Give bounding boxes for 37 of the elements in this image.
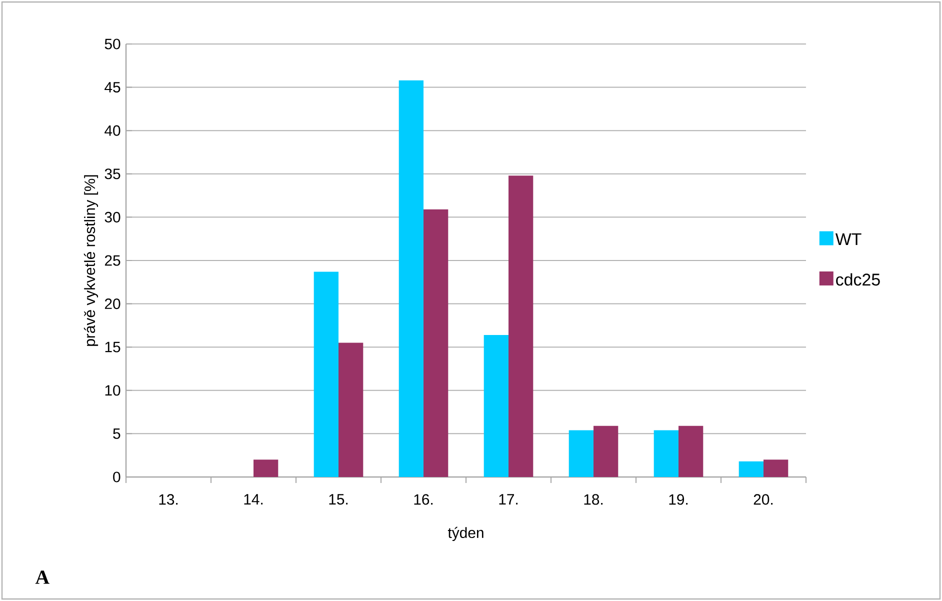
x-tick-label: 14. [244,494,263,504]
y-tick-label: 20 [104,298,120,310]
y-tick-label: 30 [104,212,120,222]
y-tick-label: 0 [113,472,120,482]
bar [484,334,509,477]
y-tick-label: 5 [113,428,120,439]
bar [314,272,339,477]
y-tick-label: 40 [104,125,120,136]
bar [568,430,594,477]
legend-label: WT [835,233,862,245]
bar [424,209,448,477]
y-tick-label: 45 [104,82,120,92]
x-tick-label: 15. [329,494,348,505]
bar [764,460,788,477]
y-axis-title: právě vykvetlé rostliny [%] [84,175,98,346]
y-tick-label: 10 [105,385,120,396]
bar [654,430,679,477]
x-tick-label: 20. [754,494,773,505]
y-tick-label: 15 [105,342,120,352]
x-axis-title: týden [448,526,484,542]
y-tick-label: 25 [104,255,120,266]
x-tick-label: 17. [499,494,518,504]
bar [508,176,534,477]
y-tick-label: 50 [104,38,120,50]
x-tick-label: 13. [159,494,178,505]
bar [338,342,364,477]
x-tick-label: 18. [584,494,603,505]
bar [594,426,618,477]
bar [738,461,764,477]
y-tick-label: 35 [104,168,120,180]
legend-label: cdc25 [836,273,880,286]
bar [254,460,278,477]
x-tick-label: 19. [669,494,688,505]
bar [678,426,704,477]
text: A [35,570,50,584]
bar [398,80,424,477]
x-tick-label: 16. [414,494,433,505]
